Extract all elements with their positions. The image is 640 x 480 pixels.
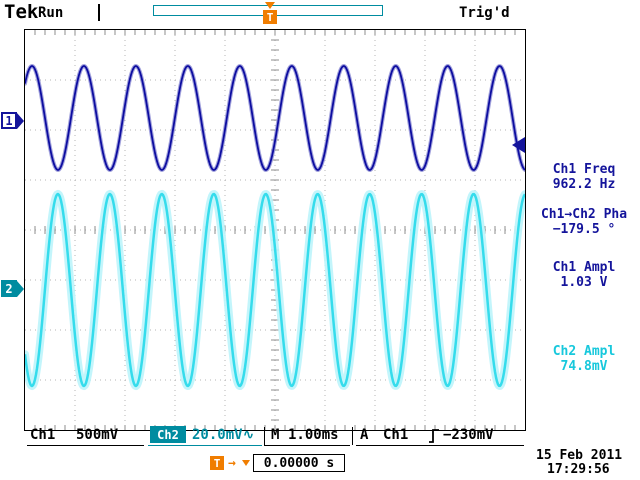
tek-logo: Tek bbox=[4, 1, 39, 23]
ch1-marker-label: 1 bbox=[1, 112, 17, 129]
ch1-scale-label: Ch1 bbox=[30, 427, 56, 443]
acquisition-status: Run bbox=[38, 5, 64, 21]
measurement-label: Ch2 Ampl bbox=[552, 344, 616, 359]
ch2-scale-chip: Ch2 bbox=[150, 426, 186, 443]
waveform-display bbox=[21, 30, 529, 430]
trigger-mode-label: A bbox=[360, 427, 369, 443]
ch2-scale-value: 20.0mV∿ bbox=[192, 427, 255, 443]
ch1-scale-value: 500mV bbox=[76, 427, 119, 443]
measurement-label: Ch1 Ampl bbox=[552, 260, 616, 275]
statusbar-separator-2 bbox=[352, 427, 353, 445]
delay-arrow-icon: → bbox=[228, 456, 236, 471]
time-text: 17:29:56 bbox=[547, 462, 610, 477]
measurement-value: 1.03 V bbox=[560, 275, 608, 290]
trigger-status: Trig'd bbox=[459, 5, 510, 21]
trigger-source-label: Ch1 bbox=[383, 427, 409, 443]
measurement-value: 962.2 Hz bbox=[552, 177, 616, 192]
measurement-value: 74.8mV bbox=[560, 359, 608, 374]
ch1-marker: 1 bbox=[1, 112, 24, 129]
measurement-panel: Ch1 Freq 962.2 Hz Ch1→Ch2 Pha −179.5 ° C… bbox=[528, 0, 640, 480]
measurement-ch1-freq: Ch1 Freq 962.2 Hz bbox=[528, 162, 640, 192]
ch2-marker-label: 2 bbox=[1, 280, 17, 297]
statusbar-separator-1 bbox=[264, 427, 265, 445]
delay-marker-icon bbox=[242, 460, 250, 466]
ch1-marker-arrow-icon bbox=[17, 112, 24, 129]
delay-t-icon: T bbox=[210, 456, 224, 470]
timebase-value: 1.00ms bbox=[288, 427, 339, 443]
date-text: 15 Feb 2011 bbox=[536, 448, 623, 463]
delay-readout: 0.00000 s bbox=[253, 454, 345, 472]
trigger-position-arrow-icon bbox=[265, 2, 275, 9]
measurement-label: Ch1→Ch2 Pha bbox=[540, 207, 628, 222]
timebase-label: M bbox=[271, 427, 280, 443]
ch2-underline bbox=[148, 445, 262, 446]
graticule bbox=[21, 29, 529, 431]
trigger-level-value: −230mV bbox=[443, 427, 494, 443]
ch2-marker-arrow-icon bbox=[17, 280, 24, 297]
measurement-label: Ch1 Freq bbox=[552, 162, 616, 177]
measurement-value: −179.5 ° bbox=[552, 222, 616, 237]
ch2-marker: 2 bbox=[1, 280, 24, 297]
measurement-ch1-ampl: Ch1 Ampl 1.03 V bbox=[528, 260, 640, 290]
timebase-underline bbox=[264, 445, 350, 446]
measurement-ch1-ch2-phase: Ch1→Ch2 Pha −179.5 ° bbox=[528, 207, 640, 237]
trigger-underline bbox=[356, 445, 524, 446]
measurement-ch2-ampl: Ch2 Ampl 74.8mV bbox=[528, 344, 640, 374]
ch1-underline bbox=[27, 445, 144, 446]
trigger-flag-icon: T bbox=[263, 10, 277, 24]
rising-edge-icon bbox=[429, 429, 439, 443]
trigger-level-arrow-icon bbox=[512, 137, 525, 153]
header-separator bbox=[98, 4, 100, 21]
